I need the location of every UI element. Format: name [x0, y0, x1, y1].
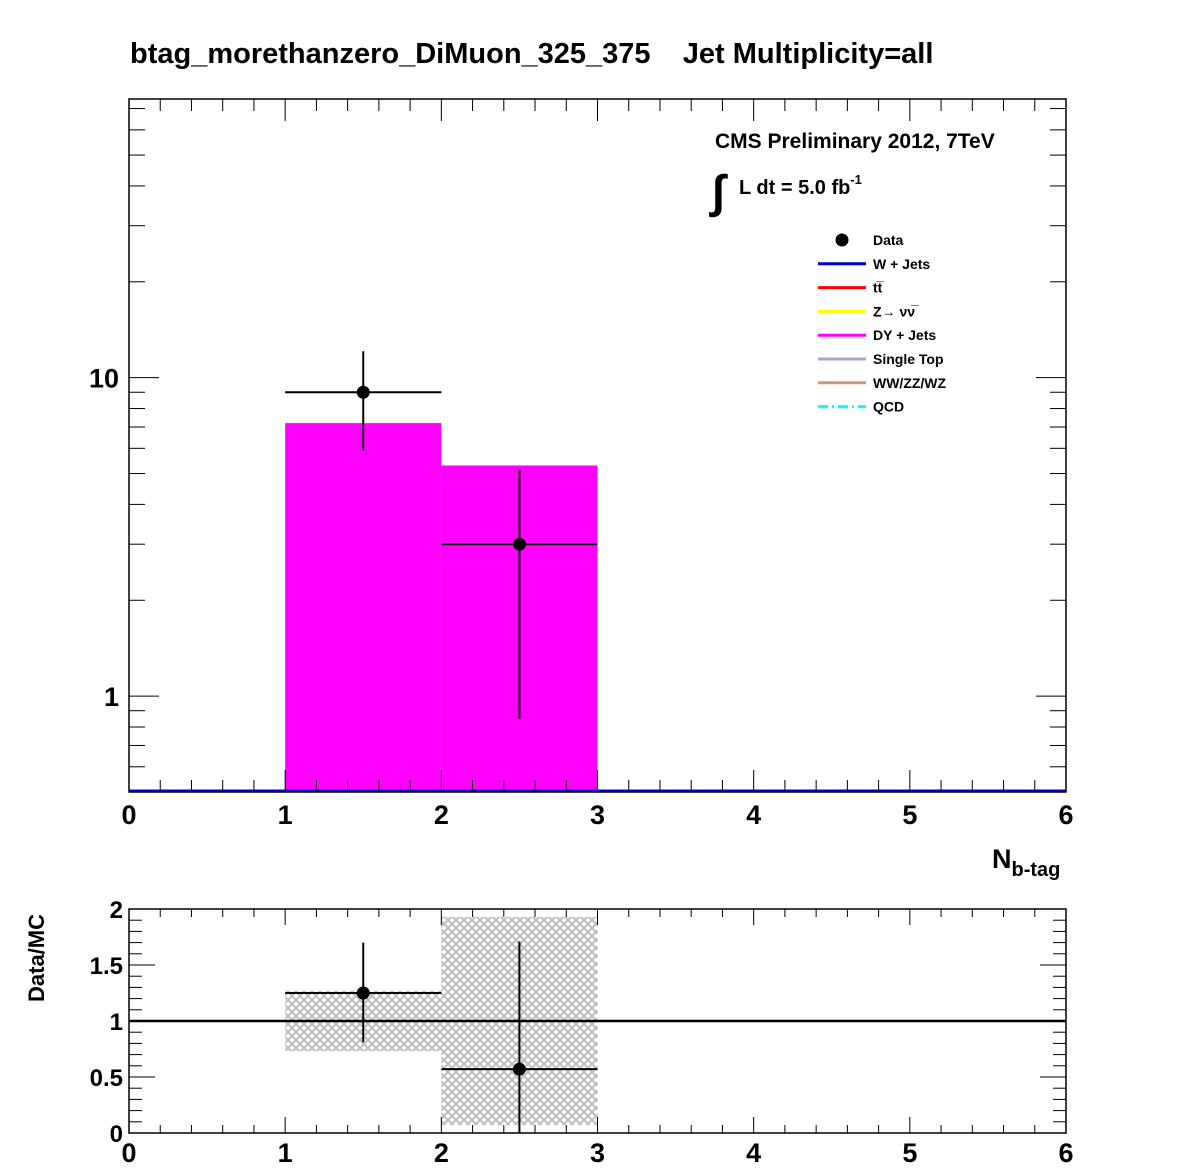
- luminosity-exponent: -1: [850, 172, 862, 187]
- legend-marker-0: [835, 233, 849, 247]
- luminosity-label: L dt = 5.0 fb-1: [739, 172, 862, 199]
- main-x-tick-labels: 0 1 2 3 4 5 6: [121, 800, 1073, 830]
- ratio-y-tick-labels: 0 0.5 1 1.5 2: [90, 897, 123, 1148]
- ratio-x-tick-labels: 0 1 2 3 4 5 6: [121, 1138, 1073, 1168]
- ratio-x-tick-label-0: 0: [121, 1138, 136, 1168]
- x-axis-title-subscript: b-tag: [1012, 859, 1061, 881]
- ratio-point-0: [356, 986, 370, 1000]
- ratio-y-tick-label-1: 0.5: [90, 1065, 123, 1092]
- main-axis-ticks: [128, 99, 1067, 793]
- ratio-x-tick-label-3: 3: [590, 1138, 605, 1168]
- legend-label-2: tt̅: [873, 280, 884, 296]
- main-x-tick-label-2: 2: [434, 800, 449, 830]
- ratio-x-tick-label-5: 5: [902, 1138, 917, 1168]
- chart-title: btag_morethanzero_DiMuon_325_375 Jet Mul…: [130, 38, 933, 70]
- legend-label-0: Data: [873, 232, 904, 248]
- ratio-y-tick-label-0: 0: [110, 1121, 123, 1148]
- ratio-y-tick-label-4: 2: [110, 897, 123, 924]
- cms-label: CMS Preliminary 2012, 7TeV: [715, 130, 995, 153]
- legend-label-5: Single Top: [873, 351, 944, 367]
- legend-label-1: W + Jets: [873, 256, 930, 272]
- main-x-tick-label-6: 6: [1058, 800, 1073, 830]
- legend-label-6: WW/ZZ/WZ: [873, 375, 947, 391]
- ratio-y-tick-label-2: 1: [110, 1009, 123, 1036]
- ratio-y-axis-title: Data/MC: [24, 914, 49, 1002]
- data-point-1: [512, 537, 526, 551]
- luminosity-text: L dt = 5.0 fb: [739, 177, 850, 199]
- data-point-0: [356, 385, 370, 399]
- legend-label-4: DY + Jets: [873, 327, 936, 343]
- ratio-axis-ticks: [128, 908, 1067, 1134]
- legend: Data W + Jets tt̅ Z→ νν̅ DY + Jets Single Top…: [818, 232, 947, 415]
- ratio-x-tick-label-6: 6: [1058, 1138, 1073, 1168]
- x-axis-title-base: N: [992, 844, 1012, 874]
- ratio-x-tick-label-4: 4: [746, 1138, 761, 1168]
- main-y-tick-label-1: 10: [89, 364, 119, 394]
- main-x-tick-label-0: 0: [121, 800, 136, 830]
- main-plot-panel: 0 1 2 3 4 5 6 1 10 CMS Preliminary 2012, 7TeV ∫…: [89, 98, 1074, 881]
- main-x-tick-label-1: 1: [278, 800, 293, 830]
- stack-bar-0-0: [285, 423, 442, 792]
- ratio-plot-panel: 0 1 2 3 4 5 6 0 0.5 1 1.5 2 Data/MC: [24, 897, 1074, 1168]
- ratio-point-1: [512, 1062, 526, 1076]
- ratio-x-tick-label-1: 1: [278, 1138, 293, 1168]
- main-x-tick-label-4: 4: [746, 800, 761, 830]
- main-y-tick-label-0: 1: [104, 682, 119, 712]
- x-axis-title: Nb-tag: [992, 844, 1060, 881]
- main-y-tick-labels: 1 10: [89, 364, 119, 712]
- integral-sign-icon: ∫: [708, 165, 728, 218]
- main-x-tick-label-5: 5: [902, 800, 917, 830]
- main-x-tick-label-3: 3: [590, 800, 605, 830]
- legend-label-3: Z→ νν̅: [873, 303, 919, 319]
- ratio-y-tick-label-3: 1.5: [90, 953, 123, 980]
- legend-label-7: QCD: [873, 399, 904, 415]
- ratio-plot-layer: [129, 916, 1066, 1133]
- ratio-x-tick-label-2: 2: [434, 1138, 449, 1168]
- main-plot-layer: [129, 351, 1066, 793]
